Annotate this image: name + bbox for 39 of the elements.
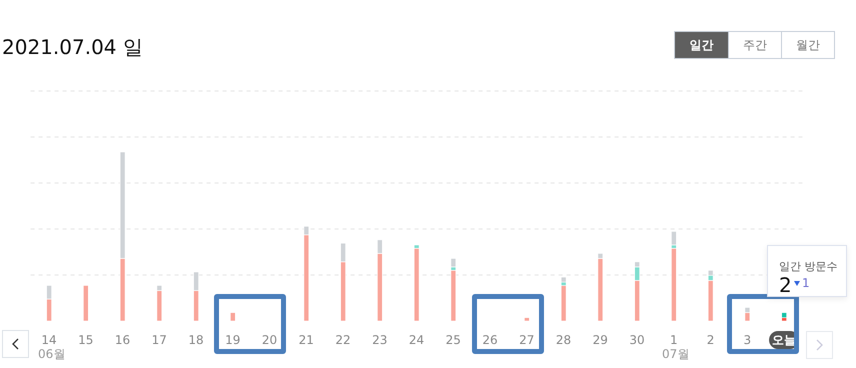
annotation: 일간 방문수	[779, 259, 838, 274]
x-tick-label: 17	[152, 333, 167, 347]
x-tick-label: 30	[629, 333, 645, 347]
x-tick-label: 2	[706, 333, 714, 347]
bar	[450, 258, 456, 268]
text: 06월	[38, 346, 66, 363]
bar	[230, 312, 236, 321]
x-tick-label: 23	[372, 333, 388, 347]
x-tick-label: 26	[482, 333, 498, 347]
period-toggle: 일간 주간 월간	[674, 31, 835, 59]
x-tick-label: 3	[743, 333, 752, 347]
bar	[524, 317, 530, 321]
bar	[781, 312, 787, 318]
x-tick-label: 20	[262, 333, 278, 347]
annotation: 1	[802, 276, 810, 290]
bar	[671, 231, 677, 246]
x-tick-label: 오늘	[772, 333, 796, 347]
bar	[671, 248, 677, 321]
annotation: 2	[779, 273, 792, 297]
x-tick-label: 1	[670, 333, 678, 347]
x-tick-label: 19	[225, 333, 240, 347]
bar	[560, 285, 566, 321]
x-tick-label: 16	[114, 333, 130, 347]
x-tick-label: 15	[78, 333, 94, 347]
x-tick-label: 14	[41, 333, 57, 347]
x-tick-label: 24	[408, 333, 424, 347]
x-tick-label: 25	[446, 333, 461, 347]
bar	[560, 276, 566, 282]
x-tick-label: 22	[335, 333, 351, 347]
x-tick-label: 29	[592, 333, 608, 347]
x-tick-label: 18	[188, 333, 204, 347]
x-tick-label: 27	[519, 333, 534, 347]
bar	[450, 270, 456, 321]
bar	[414, 248, 420, 321]
chart-title: 2021.07.04 일	[2, 34, 143, 61]
text: 07월	[662, 346, 690, 363]
x-tick-label: 28	[556, 333, 572, 347]
x-tick-label: 21	[298, 333, 314, 347]
bar	[83, 285, 89, 321]
